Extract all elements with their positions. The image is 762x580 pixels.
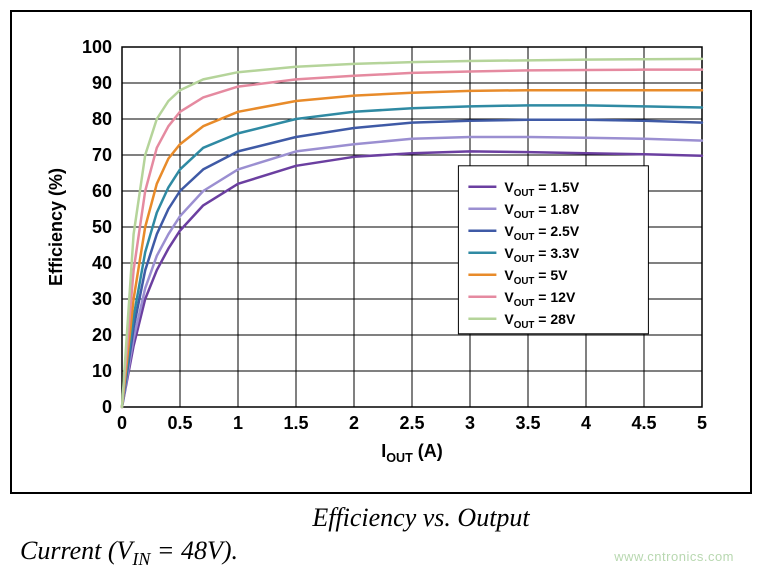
svg-text:0: 0 <box>102 397 112 417</box>
svg-text:90: 90 <box>92 73 112 93</box>
svg-text:1: 1 <box>233 413 243 433</box>
svg-text:IOUT (A): IOUT (A) <box>381 441 443 465</box>
svg-text:5: 5 <box>697 413 707 433</box>
svg-text:0.5: 0.5 <box>167 413 192 433</box>
caption-line2-suffix: = 48V). <box>150 536 238 565</box>
chart-svg: 00.511.522.533.544.550102030405060708090… <box>27 27 727 467</box>
svg-text:3: 3 <box>465 413 475 433</box>
svg-text:10: 10 <box>92 361 112 381</box>
svg-text:40: 40 <box>92 253 112 273</box>
caption-line1: Efficiency vs. Output <box>312 503 529 532</box>
svg-text:70: 70 <box>92 145 112 165</box>
svg-text:2: 2 <box>349 413 359 433</box>
svg-text:0: 0 <box>117 413 127 433</box>
svg-text:2.5: 2.5 <box>399 413 424 433</box>
svg-text:100: 100 <box>82 37 112 57</box>
caption-line2-sub: IN <box>132 549 150 569</box>
svg-text:30: 30 <box>92 289 112 309</box>
svg-text:4.5: 4.5 <box>631 413 656 433</box>
caption-line2-prefix: Current (V <box>20 536 132 565</box>
svg-text:1.5: 1.5 <box>283 413 308 433</box>
chart-frame: 00.511.522.533.544.550102030405060708090… <box>10 10 752 494</box>
efficiency-chart: 00.511.522.533.544.550102030405060708090… <box>27 27 730 472</box>
svg-text:3.5: 3.5 <box>515 413 540 433</box>
svg-text:Efficiency (%): Efficiency (%) <box>46 168 66 286</box>
watermark: www.cntronics.com <box>614 549 734 564</box>
svg-text:4: 4 <box>581 413 591 433</box>
svg-text:20: 20 <box>92 325 112 345</box>
svg-text:80: 80 <box>92 109 112 129</box>
svg-text:60: 60 <box>92 181 112 201</box>
svg-text:50: 50 <box>92 217 112 237</box>
